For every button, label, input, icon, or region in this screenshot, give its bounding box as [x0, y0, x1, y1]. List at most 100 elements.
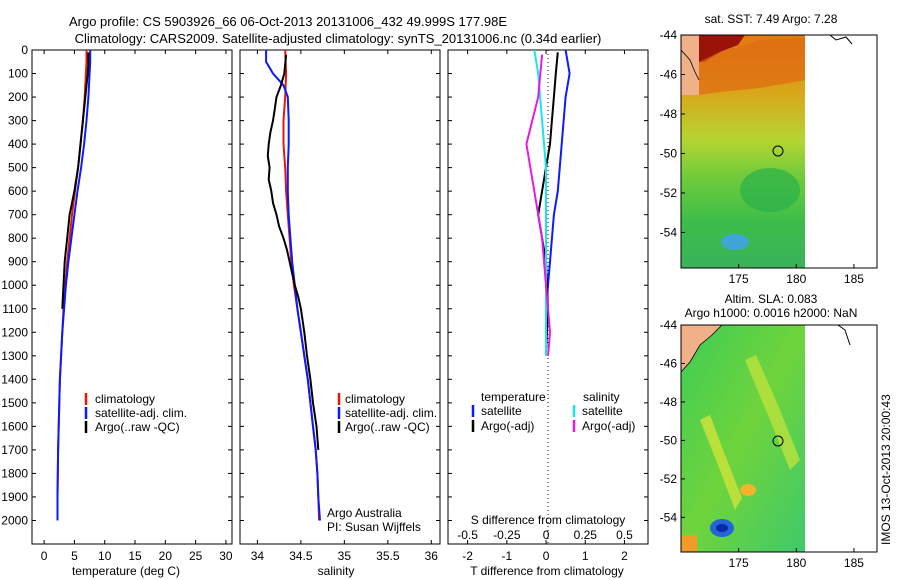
sla-map-title-line2: Argo h1000: 0.0016 h2000: NaN	[685, 306, 858, 320]
sst-green-patch	[740, 168, 800, 212]
sla-coastline-right	[837, 324, 851, 346]
sla-orange-patch	[740, 484, 756, 496]
map-y-tick-label: -48	[660, 107, 678, 121]
principal-investigator-label: PI: Susan Wijffels	[327, 520, 421, 534]
sla-map-title-line1: Altim. SLA: 0.083	[725, 292, 818, 306]
series-line-argo	[266, 54, 320, 450]
legend-label-argo: Argo(..raw -QC)	[95, 420, 180, 434]
map-y-tick-label: -50	[660, 433, 678, 447]
x-tick-label: 25	[189, 549, 203, 563]
map-y-tick-label: -44	[660, 318, 678, 332]
salinity-diff-tick-label: 0	[543, 528, 550, 542]
argo-australia-label: Argo Australia	[327, 506, 402, 520]
map-y-tick-label: -52	[660, 186, 678, 200]
salinity-axis-ticks: 34 34.5 35 35.5 36	[251, 50, 439, 563]
x-tick-label: 1	[582, 549, 589, 563]
depth-tick-label: 600	[8, 184, 28, 198]
depth-tick-label: 100	[8, 67, 28, 81]
depth-tick-label: 1000	[1, 278, 28, 292]
salinity-diff-tick-label: -0.25	[493, 528, 521, 542]
salinity-panel-frame	[239, 49, 441, 545]
sst-cool-patch	[721, 234, 749, 250]
sla-map-axis-ticks: 175 180 185 -44 -46 -48 -50 -52 -54	[660, 318, 865, 570]
x-tick-label: 35	[338, 549, 352, 563]
sla-map	[680, 324, 878, 553]
series-line-satellite	[265, 50, 321, 521]
legend-label-climatology: climatology	[345, 392, 405, 406]
sla-coastline	[680, 324, 723, 373]
difference-legend: temperature salinity satellite Argo(-adj…	[471, 390, 635, 433]
map-y-tick-label: -52	[660, 472, 678, 486]
depth-tick-label: 1500	[1, 396, 28, 410]
x-tick-label: 34.5	[289, 549, 313, 563]
sst-map-title: sat. SST: 7.49 Argo: 7.28	[705, 12, 838, 26]
sla-orange-strip	[681, 535, 697, 552]
sla-low-patch-inner	[716, 524, 728, 532]
x-tick-label: 20	[159, 549, 173, 563]
map-y-tick-label: -50	[660, 146, 678, 160]
depth-tick-label: 400	[8, 137, 28, 151]
legend-label-t-argo: Argo(-adj)	[481, 419, 534, 433]
difference-series	[525, 49, 571, 356]
x-tick-label: 2	[621, 549, 628, 563]
sla-argo-location-marker	[772, 435, 784, 447]
depth-tick-label: 500	[8, 161, 28, 175]
depth-tick-label: 1300	[1, 349, 28, 363]
depth-tick-label: 0	[21, 43, 28, 57]
depth-tick-label: 1200	[1, 325, 28, 339]
series-line-t-satellite	[545, 49, 571, 356]
x-tick-label: 34	[251, 549, 265, 563]
salinity-legend: climatology satellite-adj. clim. Argo(..…	[337, 392, 437, 434]
figure-title-line1: Argo profile: CS 5903926_66 06-Oct-2013 …	[69, 14, 507, 29]
legend-label-satellite: satellite-adj. clim.	[345, 406, 437, 420]
series-line-argo	[61, 52, 90, 309]
sst-warm-patch	[699, 35, 745, 62]
depth-tick-label: 1900	[1, 490, 28, 504]
depth-tick-label: 200	[8, 90, 28, 104]
depth-tick-label: 1800	[1, 466, 28, 480]
sla-land-patch	[681, 325, 722, 372]
depth-tick-label: 700	[8, 208, 28, 222]
depth-tick-label: 2000	[1, 513, 28, 527]
salinity-diff-tick-label: -0.5	[457, 528, 478, 542]
map-x-tick-label: 175	[729, 272, 749, 286]
map-y-tick-label: -46	[660, 356, 678, 370]
salinity-diff-tick-label: 0.5	[616, 528, 633, 542]
legend-label-s-argo: Argo(-adj)	[582, 419, 635, 433]
series-line-s-argo	[525, 54, 552, 356]
sst-land-patch	[681, 35, 699, 95]
map-y-tick-label: -54	[660, 225, 678, 239]
salinity-diff-tick-label: 0.25	[574, 528, 598, 542]
temperature-panel-frame	[31, 49, 233, 545]
depth-tick-label: 300	[8, 114, 28, 128]
temperature-axis-ticks: 0 5 10 15 20 25 30	[41, 50, 233, 563]
map-x-tick-label: 180	[786, 272, 806, 286]
legend-label-t-satellite: satellite	[481, 404, 522, 418]
map-y-tick-label: -48	[660, 395, 678, 409]
sla-yellow-band-1	[700, 415, 742, 510]
sla-yellow-band-2	[745, 355, 800, 470]
x-tick-label: 36	[425, 549, 439, 563]
map-x-tick-label: 180	[786, 556, 806, 570]
depth-tick-label: 1700	[1, 443, 28, 457]
depth-tick-label: 900	[8, 255, 28, 269]
difference-xlabel: T difference from climatology	[470, 564, 624, 578]
temperature-xlabel: temperature (deg C)	[72, 564, 180, 578]
depth-tick-label: 1100	[2, 302, 28, 316]
x-tick-label: 0	[543, 549, 550, 563]
sst-coastline-right	[829, 34, 853, 45]
sla-map-frame	[680, 324, 878, 553]
legend-header-temperature: temperature	[481, 390, 546, 404]
map-x-tick-label: 175	[729, 556, 749, 570]
legend-header-salinity: salinity	[583, 390, 620, 404]
map-y-tick-label: -44	[660, 28, 678, 42]
sst-warm-band	[699, 38, 805, 95]
legend-label-climatology: climatology	[95, 392, 155, 406]
map-y-tick-label: -54	[660, 510, 678, 524]
legend-label-s-satellite: satellite	[582, 404, 623, 418]
temperature-series	[56, 50, 92, 521]
legend-label-satellite: satellite-adj. clim.	[95, 406, 187, 420]
depth-tick-label: 1400	[1, 372, 28, 386]
x-tick-label: 30	[219, 549, 233, 563]
